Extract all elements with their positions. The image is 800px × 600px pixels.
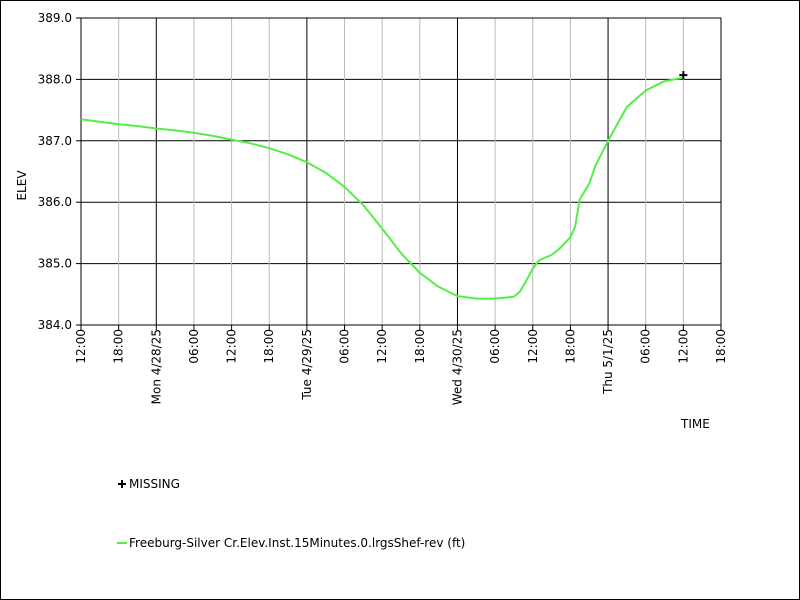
legend-missing-icon bbox=[118, 480, 126, 488]
x-tick-label: Wed 4/30/25 bbox=[450, 329, 464, 405]
y-tick-label: 384.0 bbox=[38, 318, 72, 332]
y-axis-label: ELEV bbox=[15, 170, 29, 201]
x-tick-label: 06:00 bbox=[338, 329, 352, 364]
x-tick-label: 18:00 bbox=[112, 329, 126, 364]
x-tick-label: 06:00 bbox=[187, 329, 201, 364]
plot-area bbox=[80, 17, 722, 326]
y-tick-label: 389.0 bbox=[38, 11, 72, 25]
x-tick-label: Thu 5/1/25 bbox=[601, 329, 615, 395]
grid-lines bbox=[76, 17, 722, 330]
x-tick-label: 18:00 bbox=[714, 329, 728, 364]
x-tick-label: Mon 4/28/25 bbox=[149, 329, 163, 404]
x-tick-label: 18:00 bbox=[413, 329, 427, 364]
missing-markers bbox=[679, 71, 688, 80]
x-tick-labels: 12:00 18:00 Mon 4/28/25 06:00 12:00 18:00 Tue … bbox=[74, 329, 728, 405]
x-tick-label: 06:00 bbox=[639, 329, 653, 364]
y-tick-label: 387.0 bbox=[38, 134, 72, 148]
legend-series-label: Freeburg-Silver Cr.Elev.Inst.15Minutes.0… bbox=[129, 536, 466, 550]
x-tick-label: 12:00 bbox=[676, 329, 690, 364]
missing-marker bbox=[679, 71, 688, 80]
x-tick-label: Tue 4/29/25 bbox=[300, 329, 314, 401]
x-axis-label: TIME bbox=[680, 417, 710, 431]
y-tick-label: 386.0 bbox=[38, 195, 72, 209]
legend-icons bbox=[117, 480, 127, 544]
x-tick-label: 18:00 bbox=[563, 329, 577, 364]
x-tick-label: 06:00 bbox=[488, 329, 502, 364]
y-tick-label: 385.0 bbox=[38, 257, 72, 271]
x-tick-label: 12:00 bbox=[74, 329, 88, 364]
x-tick-label: 12:00 bbox=[225, 329, 239, 364]
x-tick-label: 12:00 bbox=[375, 329, 389, 364]
y-tick-labels: 389.0 388.0 387.0 386.0 385.0 384.0 bbox=[38, 11, 72, 332]
x-tick-label: 18:00 bbox=[262, 329, 276, 364]
x-tick-label: 12:00 bbox=[526, 329, 540, 364]
series-line bbox=[80, 76, 684, 300]
series-group bbox=[80, 76, 684, 300]
y-tick-label: 388.0 bbox=[38, 72, 72, 86]
legend-missing-label: MISSING bbox=[129, 477, 180, 491]
